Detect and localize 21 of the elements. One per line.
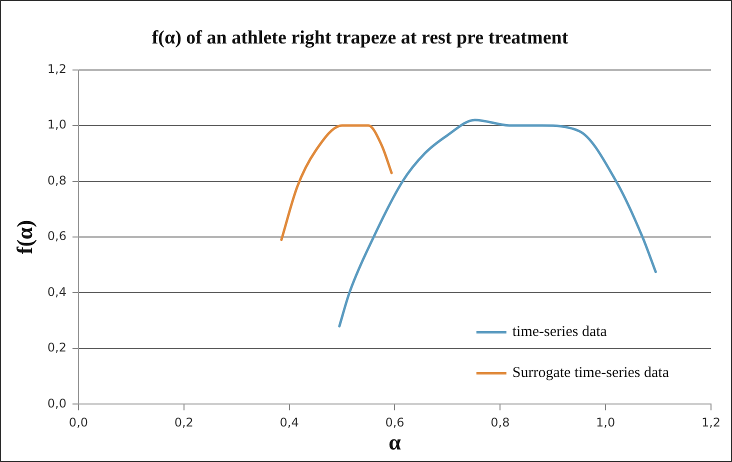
x-tick-label: 0,2: [174, 416, 194, 430]
x-tick-label: 0,8: [490, 416, 510, 430]
y-tick-label: 1,2: [47, 62, 66, 76]
y-tick-label: 0,8: [47, 173, 66, 188]
legend-label: Surrogate time-series data: [512, 365, 670, 382]
x-tick-label: 0,0: [68, 416, 88, 430]
x-tick-label: 0,6: [385, 416, 404, 430]
line-series: [338, 118, 657, 328]
line-series: [280, 124, 393, 242]
y-tick-label: 0,2: [47, 340, 66, 355]
legend-label: time-series data: [512, 324, 608, 340]
y-tick-label: 0,4: [47, 284, 66, 299]
y-axis-title: f(α): [12, 220, 37, 254]
x-tick-label: 1,2: [701, 416, 721, 430]
y-tick-label: 0,0: [47, 396, 66, 410]
y-tick-label: 0,6: [47, 229, 66, 244]
x-tick-label: 0,4: [280, 416, 299, 430]
x-tick-label: 1,0: [596, 416, 616, 430]
y-tick-label: 1,0: [47, 118, 66, 132]
x-axis-title: α: [388, 429, 402, 454]
chart-title: f(α) of an athlete right trapeze at rest pre treatment: [152, 27, 569, 48]
